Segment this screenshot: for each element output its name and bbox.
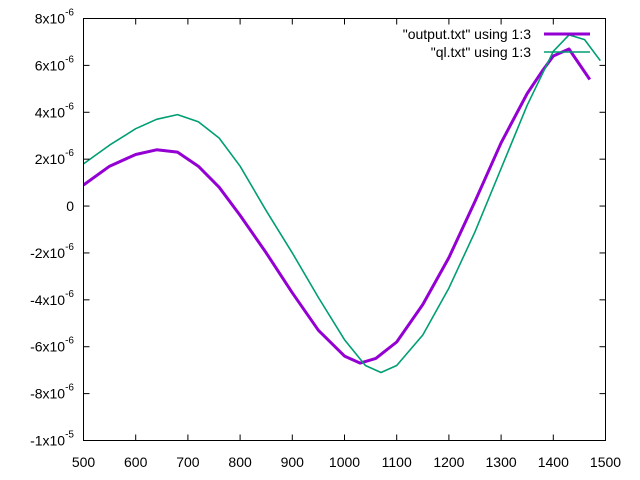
y-tick-label: -1x10-5 bbox=[30, 430, 74, 449]
y-tick-label: -4x10-6 bbox=[30, 289, 74, 308]
legend-label: "ql.txt" using 1:3 bbox=[431, 44, 531, 60]
x-tick-label: 1300 bbox=[486, 454, 517, 470]
y-tick-label: -2x10-6 bbox=[30, 242, 74, 261]
series-line-1 bbox=[83, 47, 592, 365]
plot-frame bbox=[83, 18, 606, 441]
x-tick-label: 500 bbox=[72, 454, 96, 470]
x-axis: 500 600 700 800 900 1000 1100 1200 1300 1400 1500 bbox=[72, 18, 621, 470]
y-tick-label: -6x10-6 bbox=[30, 336, 74, 355]
y-tick-label: 6x10-6 bbox=[35, 54, 75, 73]
legend: "output.txt" using 1:3 "ql.txt" using 1:3 bbox=[403, 26, 590, 60]
x-tick-label: 1000 bbox=[329, 454, 360, 470]
x-tick-label: 1100 bbox=[382, 454, 412, 470]
y-tick-label: 8x10-6 bbox=[35, 8, 75, 27]
y-tick-label: 2x10-6 bbox=[35, 148, 75, 167]
x-tick-label: 1500 bbox=[590, 454, 621, 470]
x-tick-label: 1400 bbox=[538, 454, 569, 470]
x-tick-label: 700 bbox=[176, 454, 200, 470]
series-layer bbox=[83, 34, 601, 374]
x-tick-label: 1200 bbox=[433, 454, 464, 470]
y-tick-label: -8x10-6 bbox=[30, 383, 74, 402]
series-line-2 bbox=[83, 34, 601, 374]
y-tick-label: 4x10-6 bbox=[35, 101, 75, 120]
y-axis: 8x10-6 6x10-6 4x10-6 2x10-6 0 -2x10-6 -4x10-6 -… bbox=[30, 8, 606, 449]
y-tick-label: 0 bbox=[66, 198, 74, 214]
x-tick-label: 900 bbox=[281, 454, 305, 470]
x-tick-label: 800 bbox=[228, 454, 252, 470]
legend-label: "output.txt" using 1:3 bbox=[403, 26, 531, 42]
x-tick-label: 600 bbox=[124, 454, 148, 470]
